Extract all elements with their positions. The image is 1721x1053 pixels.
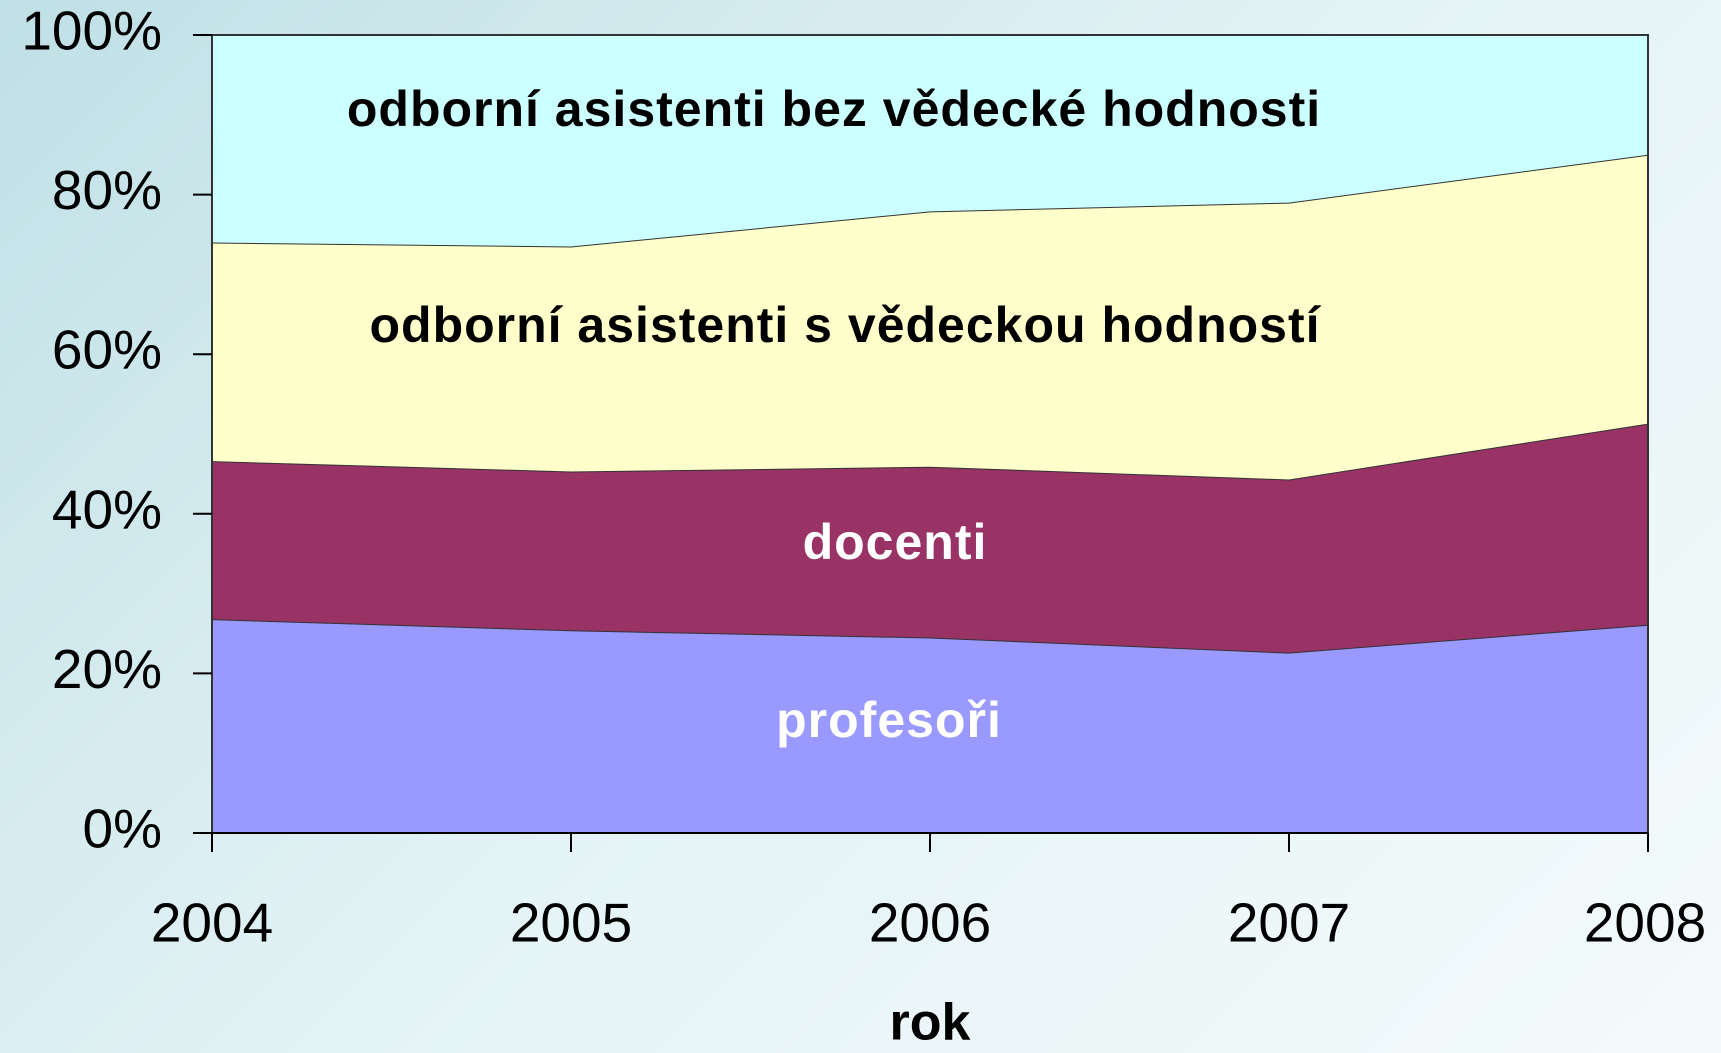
y-tick-label: 0%: [83, 798, 163, 860]
area: [212, 154, 1648, 480]
area: [212, 619, 1648, 833]
y-tick-label: 60%: [52, 319, 162, 381]
x-tick-label: 2004: [151, 892, 273, 954]
area-label: odborní asistenti bez vědecké hodnosti: [347, 81, 1321, 137]
x-axis-title: rok: [890, 994, 971, 1052]
area-label: profesoři: [776, 692, 1002, 748]
area-label: docenti: [803, 514, 988, 570]
y-tick-label: 20%: [52, 638, 162, 700]
x-tick-label: 2007: [1228, 892, 1350, 954]
y-tick-label: 80%: [52, 159, 162, 221]
x-tick-label: 2006: [869, 892, 991, 954]
y-tick-label: 40%: [52, 478, 162, 540]
x-tick-label: 2008: [1584, 892, 1706, 954]
area: [212, 35, 1648, 247]
area: [212, 423, 1648, 653]
y-tick-label: 100%: [21, 0, 162, 62]
x-tick-label: 2005: [510, 892, 632, 954]
area-label: odborní asistenti s vědeckou hodností: [369, 297, 1321, 353]
